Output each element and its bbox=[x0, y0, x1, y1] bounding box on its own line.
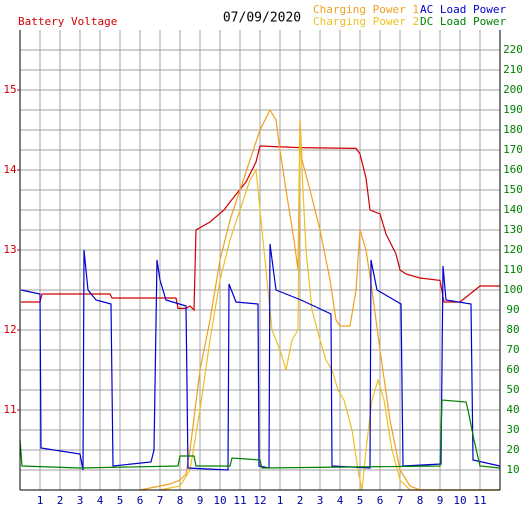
x-tick-label: 3 bbox=[317, 494, 324, 507]
y2-tick-label: 90 bbox=[506, 303, 519, 316]
x-tick-label: 3 bbox=[77, 494, 84, 507]
y2-tick-label: 180 bbox=[503, 123, 523, 136]
chart-title: 07/09/2020 bbox=[223, 11, 301, 26]
x-tick-label: 12 bbox=[253, 494, 266, 507]
y2-tick-label: 20 bbox=[506, 443, 519, 456]
y-tick-label: 14 bbox=[3, 163, 17, 176]
x-tick-label: 2 bbox=[297, 494, 304, 507]
legend-entry: Charging Power 1 bbox=[313, 3, 419, 16]
y2-tick-label: 110 bbox=[503, 263, 523, 276]
x-tick-label: 11 bbox=[473, 494, 486, 507]
y2-tick-label: 10 bbox=[506, 463, 519, 476]
grid bbox=[20, 30, 500, 490]
y2-tick-label: 220 bbox=[503, 43, 523, 56]
legend-entry: Battery Voltage bbox=[18, 15, 117, 28]
x-tick-label: 10 bbox=[213, 494, 226, 507]
x-tick-label: 4 bbox=[97, 494, 104, 507]
x-tick-label: 10 bbox=[453, 494, 466, 507]
series-line bbox=[19, 399, 501, 469]
legend-entry: DC Load Power bbox=[420, 15, 506, 28]
lines bbox=[19, 108, 501, 491]
y2-tick-label: 170 bbox=[503, 143, 523, 156]
y2-tick-label: 50 bbox=[506, 383, 519, 396]
y2-tick-label: 40 bbox=[506, 403, 519, 416]
x-tick-label: 9 bbox=[437, 494, 444, 507]
y2-tick-label: 140 bbox=[503, 203, 523, 216]
y-tick-label: 12 bbox=[3, 323, 16, 336]
y2-tick-label: 30 bbox=[506, 423, 519, 436]
x-tick-label: 8 bbox=[177, 494, 184, 507]
y-tick-label: 15 bbox=[3, 83, 16, 96]
y2-tick-label: 200 bbox=[503, 83, 523, 96]
legend-entry: Charging Power 2 bbox=[313, 15, 419, 28]
y2-tick-label: 150 bbox=[503, 183, 523, 196]
x-tick-label: 2 bbox=[57, 494, 64, 507]
x-tick-label: 9 bbox=[197, 494, 204, 507]
y2-tick-label: 100 bbox=[503, 283, 523, 296]
x-tick-label: 7 bbox=[157, 494, 164, 507]
series-line bbox=[159, 129, 500, 491]
y2-tick-label: 60 bbox=[506, 363, 519, 376]
y2-tick-label: 210 bbox=[503, 63, 523, 76]
y-tick-label: 11 bbox=[3, 403, 16, 416]
x-tick-label: 4 bbox=[337, 494, 344, 507]
series-line bbox=[20, 243, 501, 471]
x-tick-label: 7 bbox=[397, 494, 404, 507]
x-tick-label: 1 bbox=[37, 494, 44, 507]
y2-tick-label: 80 bbox=[506, 323, 519, 336]
x-tick-label: 5 bbox=[117, 494, 124, 507]
y2-tick-label: 190 bbox=[503, 103, 523, 116]
y2-tick-label: 130 bbox=[503, 223, 523, 236]
y2-tick-label: 70 bbox=[506, 343, 519, 356]
y2-tick-label: 160 bbox=[503, 163, 523, 176]
x-tick-label: 8 bbox=[417, 494, 424, 507]
y2-tick-label: 120 bbox=[503, 243, 523, 256]
x-tick-label: 6 bbox=[377, 494, 384, 507]
y-tick-label: 13 bbox=[3, 243, 16, 256]
x-tick-label: 1 bbox=[277, 494, 284, 507]
legend-entry: AC Load Power bbox=[420, 3, 506, 16]
x-tick-label: 5 bbox=[357, 494, 364, 507]
x-tick-label: 6 bbox=[137, 494, 144, 507]
x-tick-label: 11 bbox=[233, 494, 246, 507]
